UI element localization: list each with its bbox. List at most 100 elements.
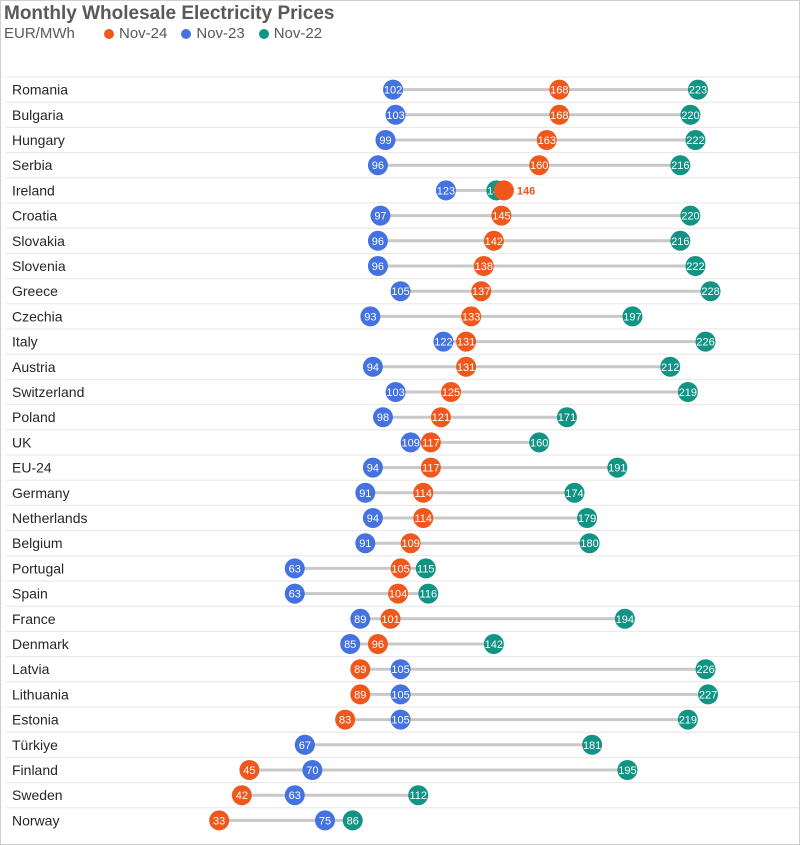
value-label-nov22: 194 <box>616 614 634 626</box>
legend-label: Nov-22 <box>273 25 323 42</box>
point-nov23 <box>355 482 376 503</box>
point-nov24 <box>388 583 409 604</box>
point-nov23 <box>400 432 421 453</box>
country-label: Slovakia <box>12 233 65 249</box>
value-label-nov24: 121 <box>432 412 450 424</box>
value-label-nov22: 116 <box>420 589 438 601</box>
point-nov24 <box>390 558 411 579</box>
value-label-nov23: 103 <box>386 387 404 399</box>
value-label-nov24: 168 <box>550 110 568 122</box>
value-label-nov24: 117 <box>422 437 440 449</box>
row-switzerland: Switzerland 219 125 103 <box>6 378 799 402</box>
row-serbia: Serbia 216 160 96 <box>6 152 799 176</box>
point-nov22 <box>680 104 701 125</box>
value-label-nov23: 97 <box>374 211 386 223</box>
value-label-nov24: 33 <box>213 815 225 827</box>
point-nov24 <box>380 608 401 629</box>
value-label-nov22: 228 <box>701 286 719 298</box>
value-label-nov24: 163 <box>538 135 556 147</box>
point-nov24 <box>456 331 477 352</box>
value-label-nov23: 102 <box>384 85 402 97</box>
point-nov22 <box>483 634 504 654</box>
point-nov22 <box>685 256 706 276</box>
value-label-nov24: 42 <box>236 790 248 802</box>
value-label-nov22: 223 <box>689 85 707 97</box>
value-label-nov23: 105 <box>391 286 409 298</box>
point-nov22 <box>677 709 698 730</box>
value-label-nov23: 63 <box>289 563 301 575</box>
point-nov24 <box>231 785 252 806</box>
value-label-nov24: 160 <box>530 160 548 172</box>
legend-item-nov22: Nov-22 <box>258 25 323 42</box>
value-label-nov24: 101 <box>381 614 399 626</box>
country-label: Switzerland <box>12 384 84 400</box>
value-label-nov24: 145 <box>492 211 510 223</box>
point-nov24 <box>493 180 514 201</box>
value-label-nov23: 105 <box>391 715 409 727</box>
row-greece: Greece 228 137 105 <box>6 278 799 302</box>
point-nov22 <box>556 407 577 428</box>
point-nov23 <box>433 331 454 352</box>
point-nov22 <box>677 382 698 402</box>
row-france: France 194 101 89 <box>6 605 799 629</box>
value-label-nov23: 94 <box>367 463 379 475</box>
value-label-nov23: 103 <box>386 110 404 122</box>
country-label: Türkiye <box>12 737 58 753</box>
point-nov24 <box>420 457 441 478</box>
point-nov24 <box>420 432 441 453</box>
value-label-nov24: 168 <box>550 85 568 97</box>
point-nov22 <box>698 684 719 705</box>
point-nov24 <box>473 256 494 276</box>
row-türkiye: Türkiye1816767 <box>6 731 799 755</box>
point-nov23 <box>350 608 371 629</box>
value-label-nov22: 219 <box>679 715 697 727</box>
row-croatia: Croatia 220 145 97 <box>6 202 799 226</box>
value-label-nov23: 99 <box>379 135 391 147</box>
row-ireland: Ireland143146123 <box>6 177 799 201</box>
country-label: Norway <box>12 812 59 828</box>
point-nov23 <box>390 281 411 302</box>
point-nov22 <box>680 205 701 226</box>
value-label-nov22: 174 <box>565 488 583 500</box>
value-label-nov23: 70 <box>306 765 318 777</box>
value-label-nov22: 227 <box>699 689 717 701</box>
value-label-nov24: 137 <box>472 286 490 298</box>
point-nov23 <box>390 709 411 730</box>
value-label-nov24: 114 <box>415 513 433 525</box>
point-nov22 <box>670 230 691 251</box>
country-label: Estonia <box>12 712 59 728</box>
point-nov24 <box>456 356 477 377</box>
point-nov23 <box>284 558 305 579</box>
value-label-nov24: 114 <box>415 488 433 500</box>
point-nov23 <box>385 382 406 402</box>
value-label-nov23: 98 <box>377 412 389 424</box>
point-nov23 <box>362 457 383 478</box>
point-nov24 <box>367 634 388 654</box>
country-label: Latvia <box>12 661 50 677</box>
row-bulgaria: Bulgaria 220 168 103 <box>6 101 799 125</box>
point-nov23 <box>372 407 393 428</box>
point-nov22 <box>418 583 439 604</box>
point-nov22 <box>622 306 643 327</box>
row-spain: Spain 116 104 63 <box>6 580 799 604</box>
row-romania: Romania 223 168 102 <box>6 76 799 100</box>
point-nov22 <box>529 432 550 453</box>
value-label-nov24: 146 <box>517 185 535 197</box>
value-label-nov22: 195 <box>618 765 636 777</box>
point-nov24 <box>350 659 371 680</box>
point-nov22 <box>564 482 585 503</box>
row-belgium: Belgium 180 109 91 <box>6 530 799 554</box>
point-nov24 <box>491 205 512 226</box>
row-germany: Germany 174 114 91 <box>6 479 799 503</box>
value-label-nov22: 222 <box>686 135 704 147</box>
value-label-nov22: 160 <box>530 437 548 449</box>
country-label: Spain <box>12 586 48 602</box>
point-nov23 <box>390 659 411 680</box>
row-finland: Finland 195 45 70 <box>6 756 799 780</box>
value-label-nov22: 197 <box>623 311 641 323</box>
point-nov22 <box>614 608 635 629</box>
value-label-nov22: 112 <box>409 790 427 802</box>
point-nov22 <box>607 457 628 478</box>
legend-dot-icon <box>258 28 269 39</box>
